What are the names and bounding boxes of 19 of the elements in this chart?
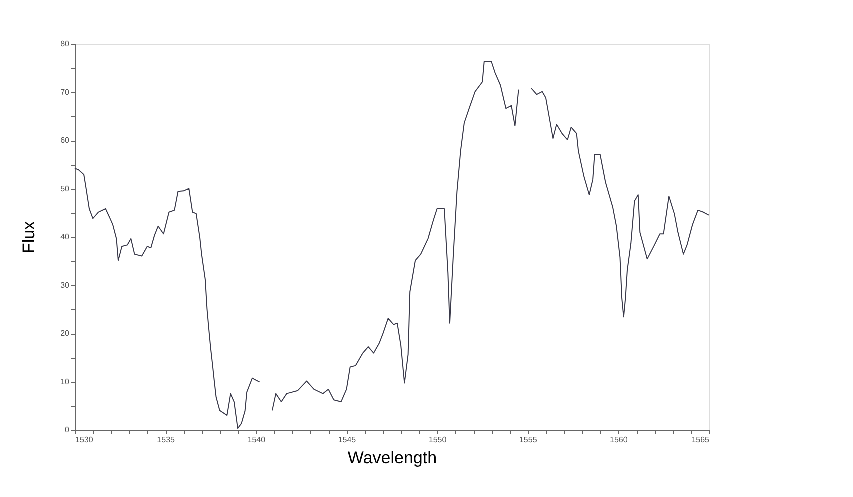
y-tick-label: 0 bbox=[65, 426, 70, 434]
y-tick-label: 80 bbox=[60, 40, 70, 48]
x-axis-title: Wavelength bbox=[348, 448, 438, 468]
x-tick-label: 1560 bbox=[610, 436, 628, 444]
x-tick-label: 1550 bbox=[428, 436, 448, 444]
x-tick-label: 1545 bbox=[338, 436, 357, 444]
y-tick-label: 20 bbox=[60, 329, 70, 338]
x-tick-label: 1535 bbox=[157, 436, 176, 444]
y-tick-label: 40 bbox=[60, 232, 70, 242]
y-axis-title: Flux bbox=[20, 220, 39, 254]
y-tick-label: 60 bbox=[60, 136, 70, 145]
y-tick-label: 30 bbox=[60, 280, 70, 290]
x-tick-label: 1555 bbox=[519, 436, 538, 444]
y-tick-label: 10 bbox=[60, 377, 70, 386]
x-tick-label: 1540 bbox=[248, 436, 266, 444]
y-tick-label: 50 bbox=[60, 184, 70, 194]
y-tick-label: 70 bbox=[60, 88, 70, 97]
x-tick-label: 1565 bbox=[692, 436, 710, 444]
x-tick-label: 1530 bbox=[76, 436, 94, 444]
